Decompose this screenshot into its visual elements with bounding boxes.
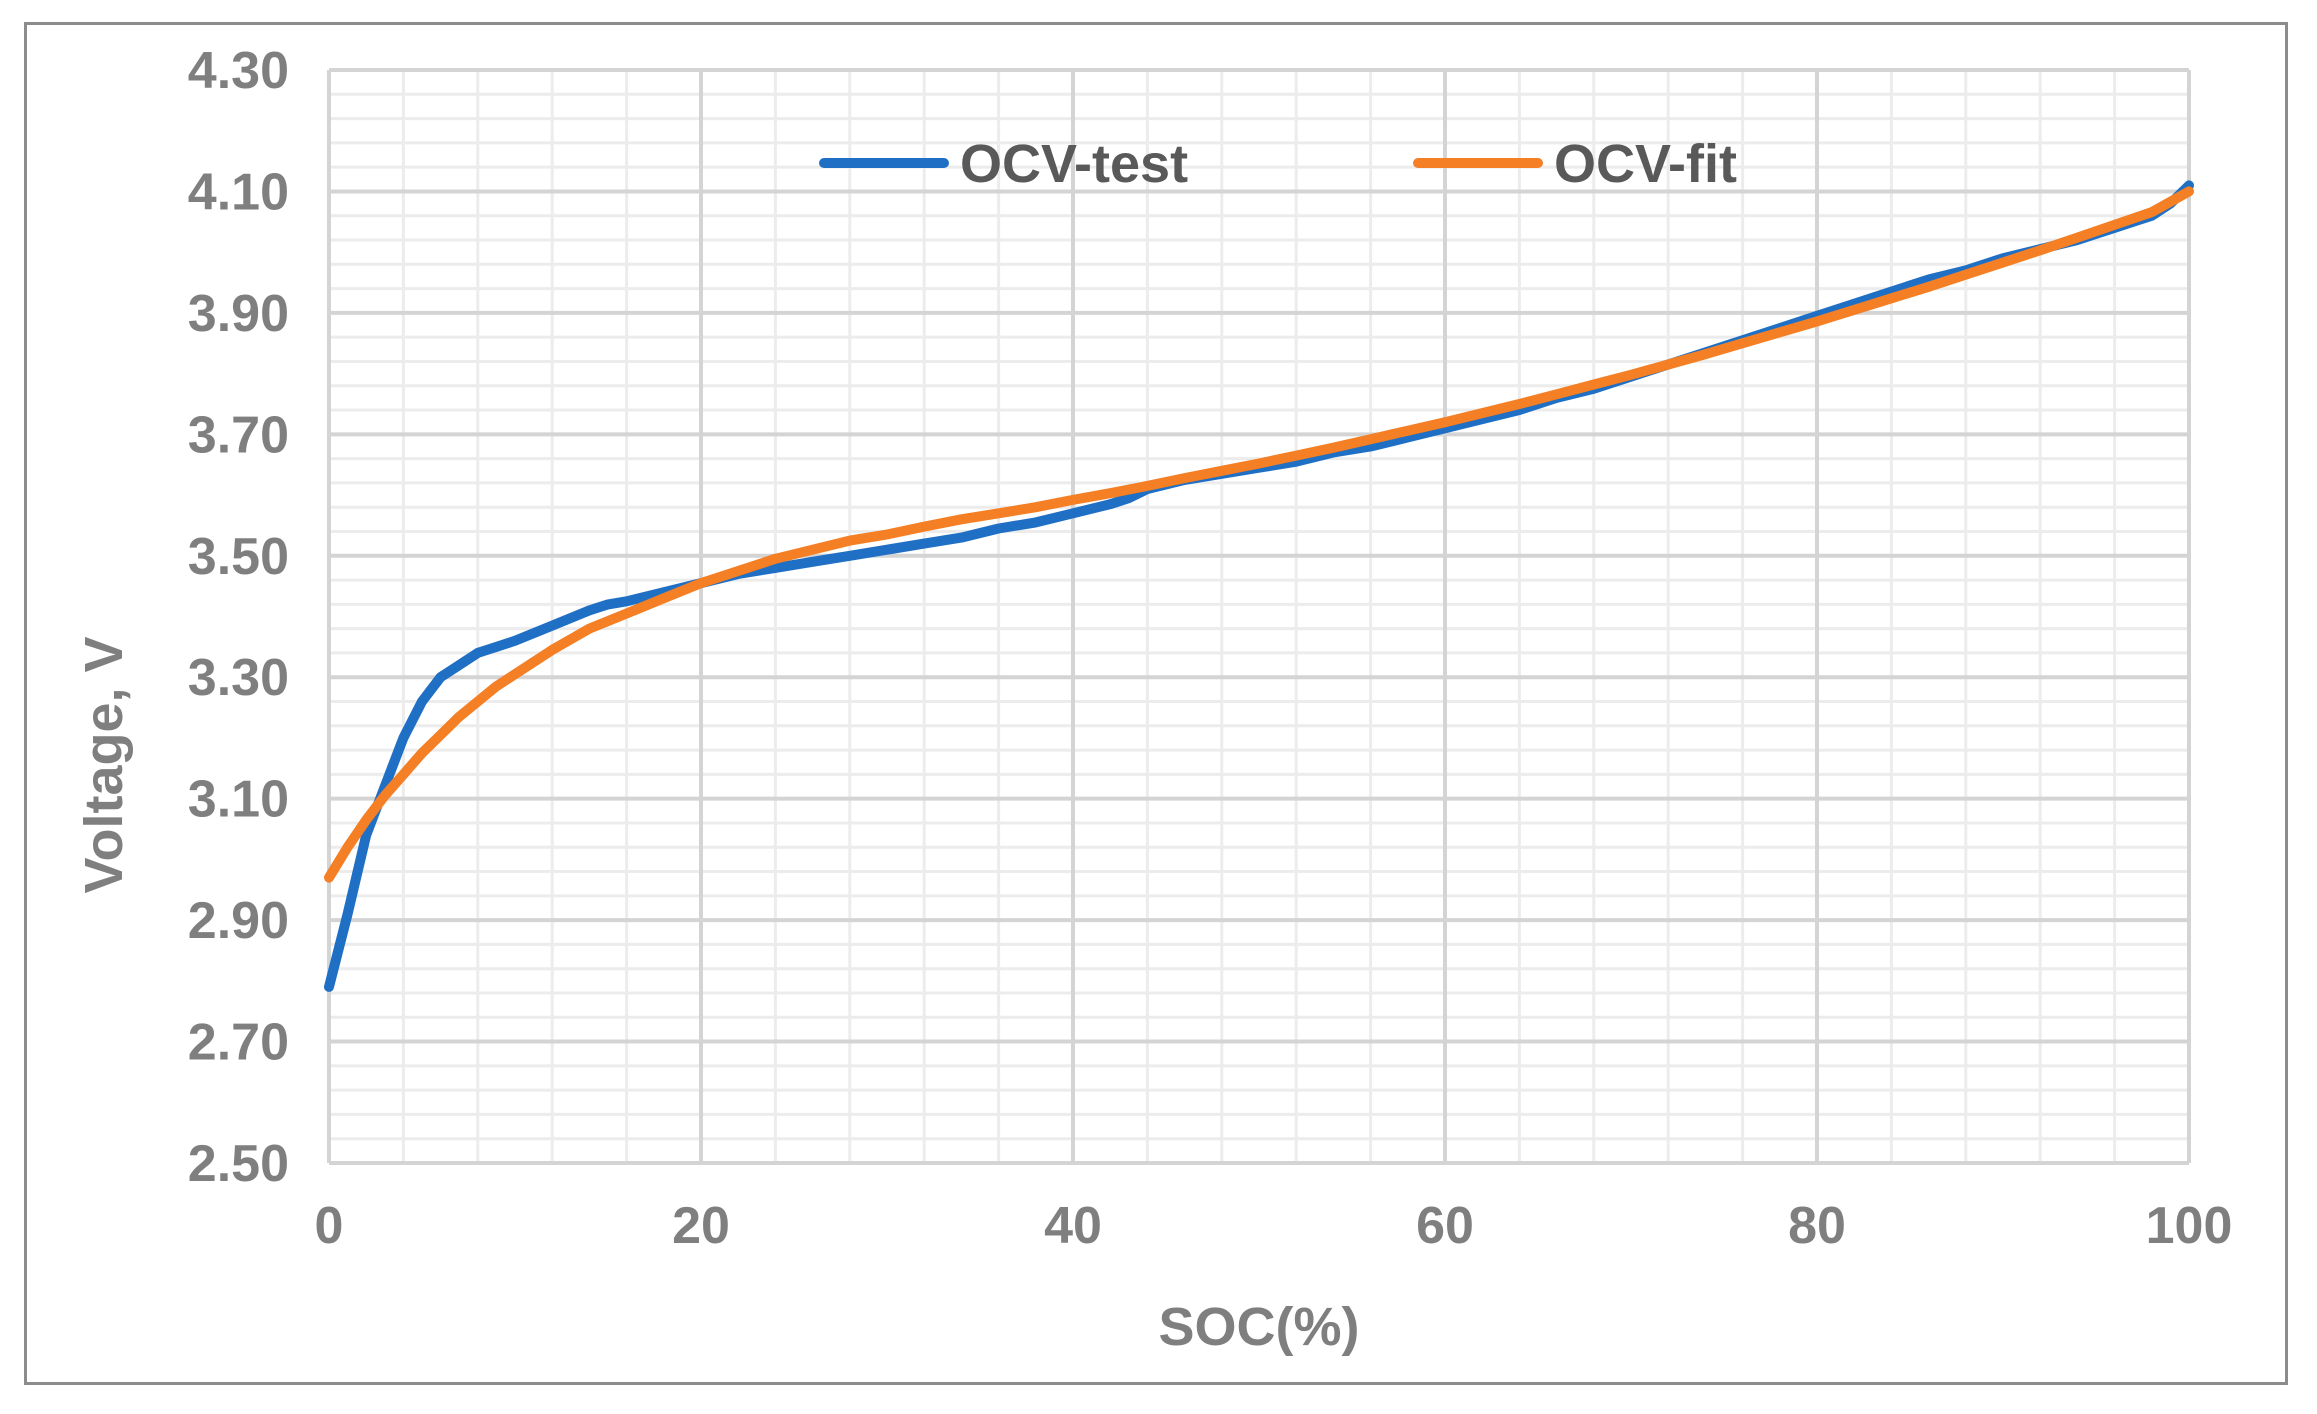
y-tick-label: 4.10 (188, 163, 289, 221)
legend-label-ocv-fit: OCV-fit (1554, 134, 1737, 194)
y-tick-label: 4.30 (188, 42, 289, 100)
series-line-ocv-test (324, 180, 2194, 992)
y-tick-label: 2.50 (188, 1135, 289, 1193)
y-tick-label: 3.70 (188, 406, 289, 464)
y-axis-title: Voltage, V (74, 636, 134, 893)
major-grid (327, 68, 2191, 1165)
x-axis-title: SOC(%) (1159, 1297, 1360, 1357)
series-layer (324, 180, 2194, 992)
y-tick-label: 3.30 (188, 649, 289, 707)
y-tick-labels: 2.50 2.70 2.90 3.10 3.30 3.50 3.70 3.90 4.10 4.30 (188, 42, 289, 1193)
y-tick-label: 3.90 (188, 285, 289, 343)
x-tick-label: 100 (2146, 1197, 2233, 1255)
series-line-ocv-fit (324, 186, 2194, 883)
x-tick-label: 40 (1044, 1197, 1102, 1255)
y-tick-label: 3.10 (188, 771, 289, 829)
x-tick-label: 80 (1788, 1197, 1846, 1255)
x-tick-label: 0 (315, 1197, 344, 1255)
y-tick-label: 3.50 (188, 528, 289, 586)
x-tick-label: 60 (1416, 1197, 1474, 1255)
y-tick-label: 2.70 (188, 1014, 289, 1072)
ocv-chart: 2.50 2.70 2.90 3.10 3.30 3.50 3.70 3.90 4.10 4.30… (74, 42, 2233, 1357)
legend: OCV-test OCV-fit (819, 134, 1737, 194)
legend-label-ocv-test: OCV-test (960, 134, 1188, 194)
x-tick-label: 20 (672, 1197, 730, 1255)
y-tick-label: 2.90 (188, 892, 289, 950)
x-tick-labels: 0 20 40 60 80 100 (315, 1197, 2233, 1255)
chart-frame: 2.50 2.70 2.90 3.10 3.30 3.50 3.70 3.90 4.10 4.30… (24, 22, 2288, 1385)
